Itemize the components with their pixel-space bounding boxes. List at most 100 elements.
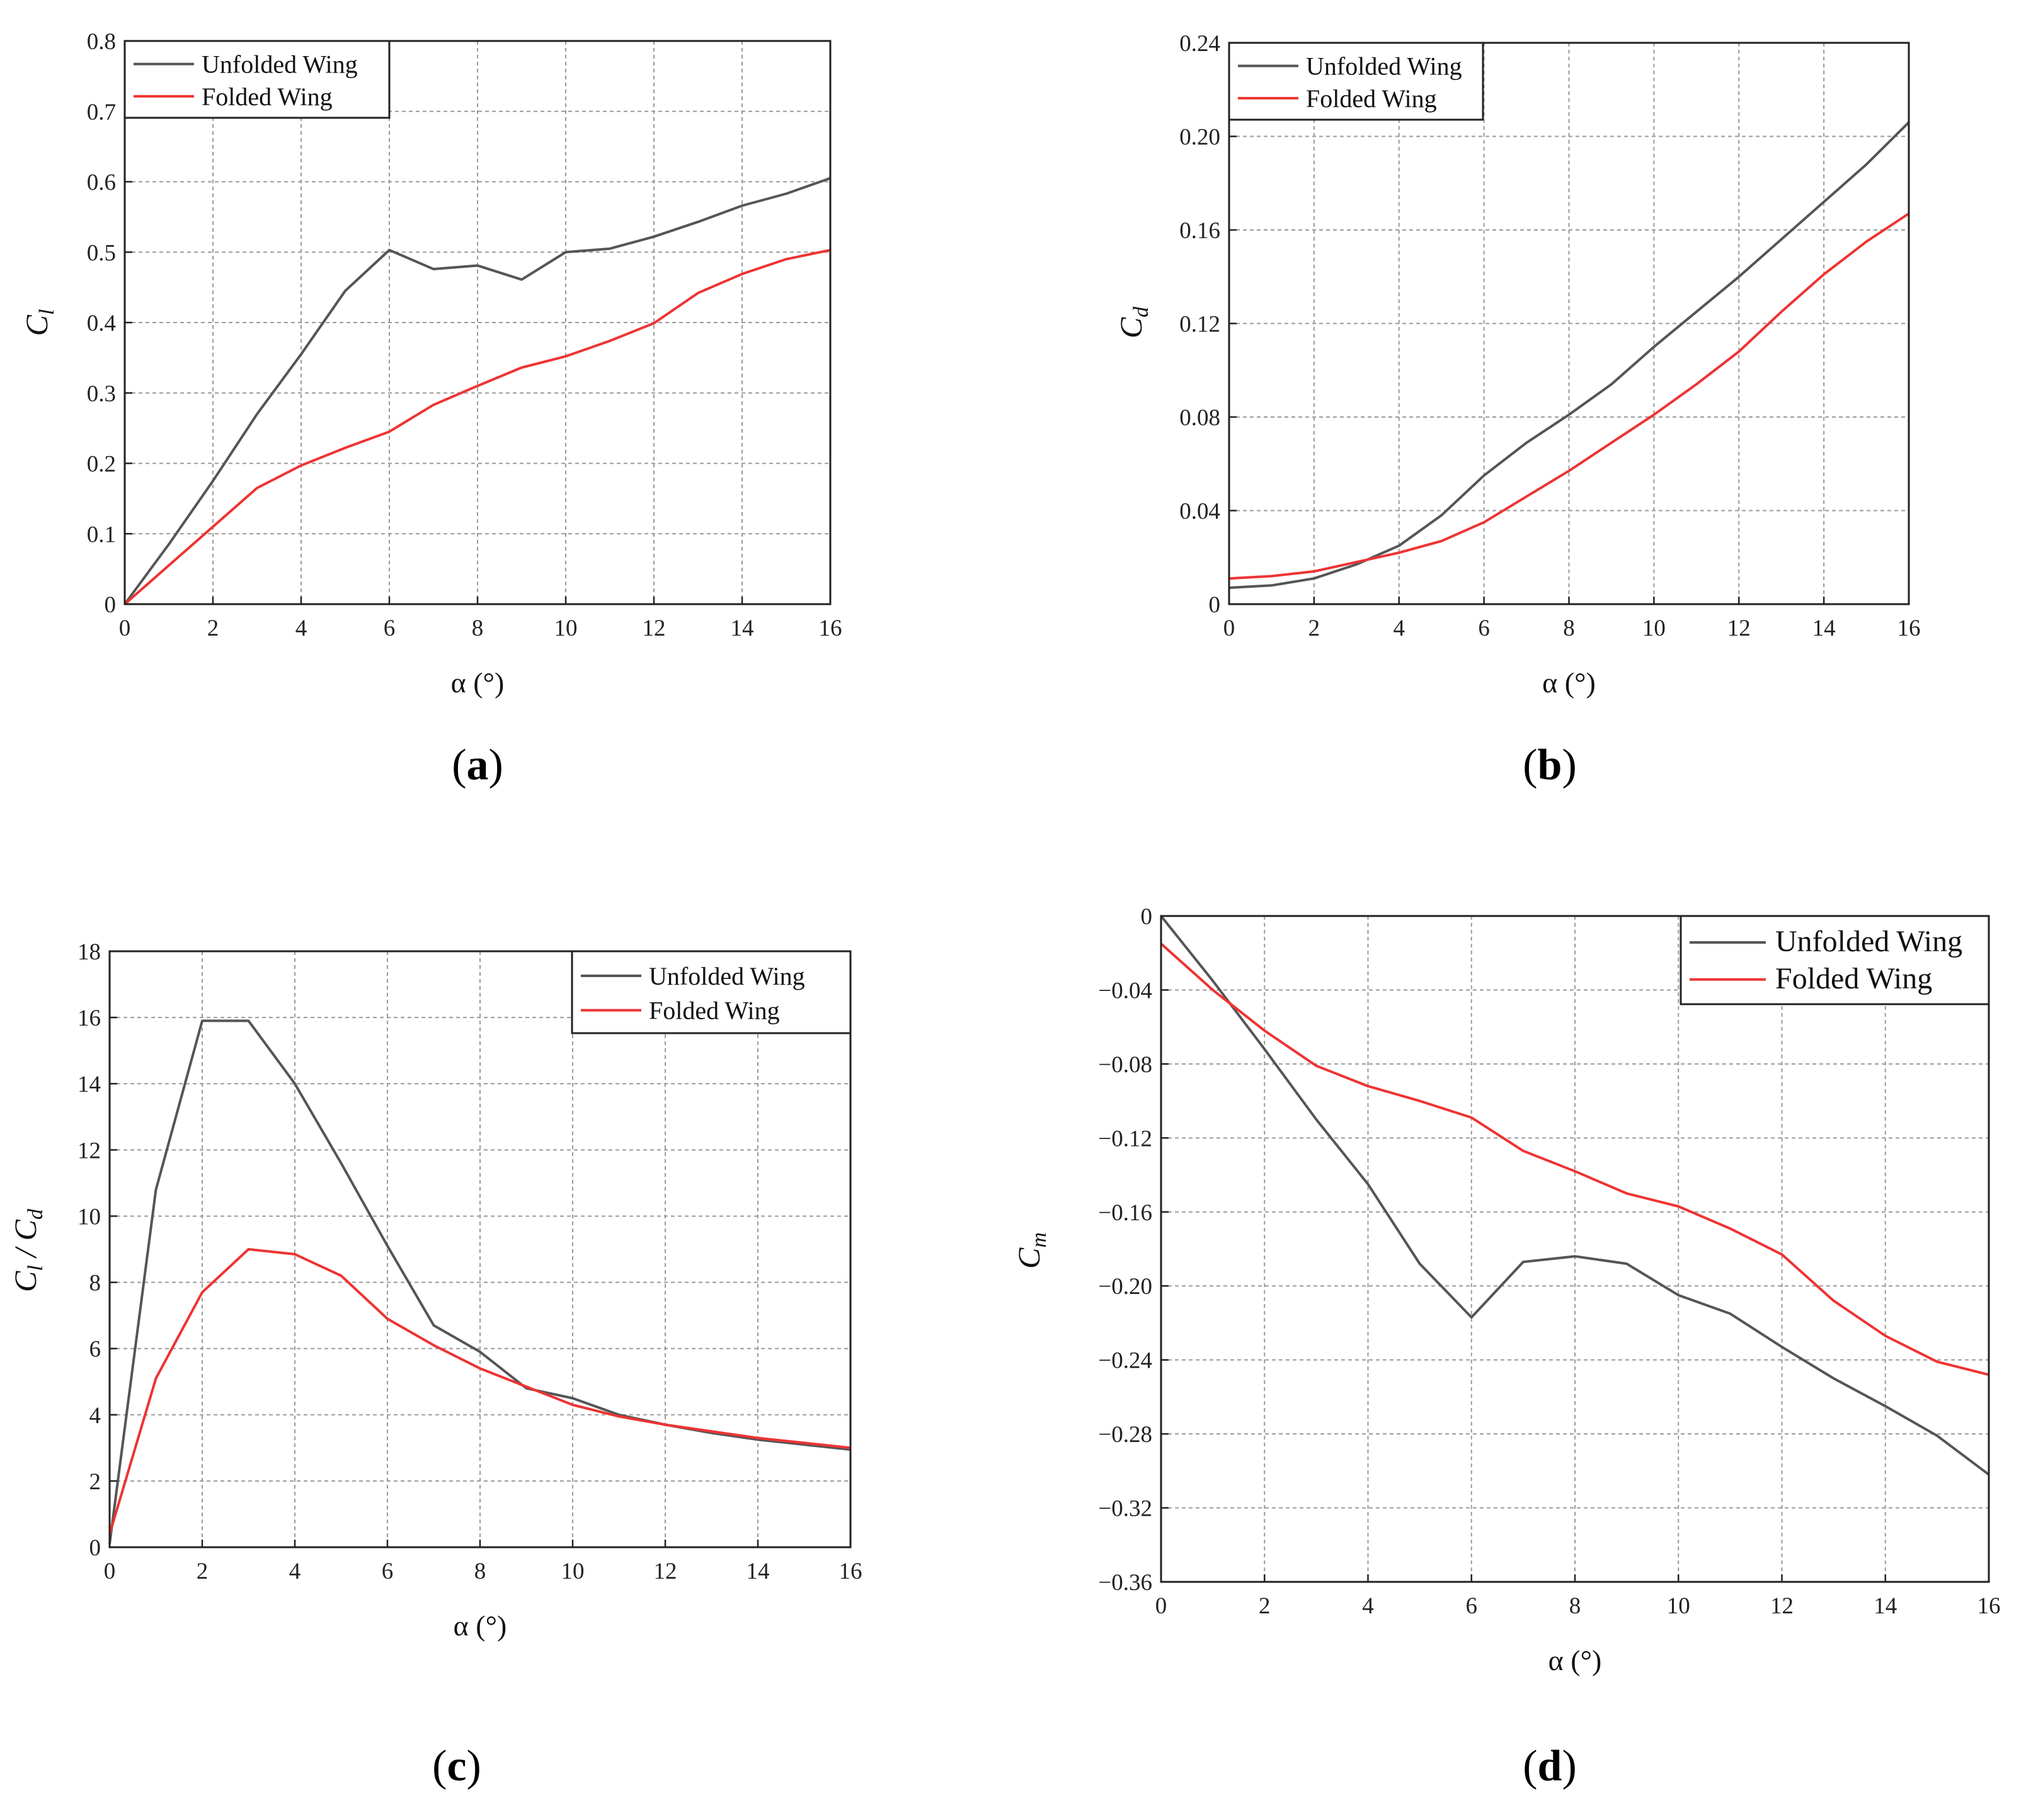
y-tick-label: −0.04 [1098, 978, 1152, 1004]
y-tick-label: −0.24 [1098, 1348, 1152, 1374]
x-axis-title-d: α (°) [1548, 1644, 1602, 1676]
panel-c: 0 2 4 6 8 10 12 14 16 0 2 4 6 8 10 12 14 16 18 Unfolded Wi… [8, 939, 862, 1790]
y-tick-label: 0.24 [1179, 31, 1220, 57]
x-tick-label: 14 [747, 1559, 770, 1584]
x-tick-label: 8 [1563, 615, 1575, 641]
panel-label-a: (a) [452, 741, 503, 789]
folded-wing-line [123, 248, 831, 605]
x-tick-label: 10 [561, 1559, 585, 1584]
x-tick-label: 4 [1394, 615, 1405, 641]
legend-label-unfolded: Unfolded Wing [1306, 52, 1462, 81]
x-tick-label: 8 [472, 615, 484, 641]
y-axis-title-d: Cm [1011, 1232, 1051, 1269]
x-tick-label: 10 [554, 615, 578, 641]
y-tick-label: −0.36 [1098, 1570, 1152, 1596]
panel-label-c: (c) [432, 1742, 481, 1790]
x-tick-label: 16 [819, 615, 842, 641]
x-tick-label: 12 [654, 1559, 677, 1584]
y-tick-label: 0.08 [1179, 405, 1220, 431]
x-tick-label: 8 [1569, 1593, 1581, 1619]
x-tick-label: 2 [1259, 1593, 1271, 1619]
y-tick-label: 0.7 [87, 100, 116, 125]
x-tick-label: 12 [1727, 615, 1751, 641]
y-tick-label: −0.28 [1098, 1422, 1152, 1448]
y-tick-label: 12 [77, 1138, 101, 1164]
legend-label-folded: Folded Wing [1306, 84, 1437, 113]
x-tick-label: 14 [731, 615, 754, 641]
y-tick-label: 16 [77, 1005, 101, 1031]
y-axis-title-b: Cd [1113, 306, 1153, 338]
folded-wing-line [1160, 942, 1989, 1376]
y-tick-label: −0.16 [1098, 1200, 1152, 1226]
y-tick-label: 14 [77, 1072, 101, 1097]
y-tick-label: 0.5 [87, 240, 116, 266]
y-axis-title-c: Cl / Cd [8, 1208, 47, 1292]
x-tick-label: 0 [1155, 1593, 1167, 1619]
x-tick-label: 0 [119, 615, 131, 641]
folded-wing-line [1228, 212, 1910, 580]
y-tick-label: −0.32 [1098, 1496, 1152, 1522]
y-tick-label: 0 [1141, 904, 1153, 930]
legend-box [123, 40, 391, 119]
y-tick-label: 6 [89, 1337, 101, 1363]
y-tick-label: 8 [89, 1271, 101, 1296]
x-tick-label: 14 [1874, 1593, 1897, 1619]
y-tick-label: 0.1 [87, 522, 116, 547]
x-tick-label: 10 [1667, 1593, 1690, 1619]
legend-label-unfolded: Unfolded Wing [1775, 925, 1962, 958]
y-tick-label: 0 [105, 592, 117, 618]
legend-label-folded: Folded Wing [649, 997, 780, 1025]
legend-box [1680, 915, 1990, 1005]
y-tick-label: 0.20 [1179, 125, 1220, 151]
y-tick-label: 18 [77, 939, 101, 965]
y-tick-label: 0.3 [87, 381, 116, 407]
y-tick-label: 0.2 [87, 452, 116, 478]
panel-d: 0 2 4 6 8 10 12 14 16 0 −0.04 −0.08 −0.12 −0.16 −0.20 −… [1011, 904, 2001, 1790]
legend-label-folded: Folded Wing [202, 83, 333, 111]
unfolded-wing-line [1228, 121, 1910, 589]
x-tick-label: 4 [1362, 1593, 1374, 1619]
y-tick-label: 0.12 [1179, 312, 1220, 338]
x-tick-label: 6 [384, 615, 396, 641]
x-tick-label: 8 [474, 1559, 486, 1584]
x-axis-title-c: α (°) [454, 1610, 507, 1642]
legend-label-folded: Folded Wing [1775, 962, 1932, 995]
y-tick-label: 4 [89, 1403, 101, 1429]
x-tick-label: 12 [1770, 1593, 1794, 1619]
x-tick-label: 16 [1897, 615, 1921, 641]
x-tick-label: 16 [1977, 1593, 2001, 1619]
y-tick-label: 0.16 [1179, 218, 1220, 244]
legend-box [1228, 42, 1484, 121]
x-tick-label: 2 [207, 615, 219, 641]
unfolded-wing-line [123, 177, 831, 605]
x-tick-label: 4 [289, 1559, 301, 1584]
folded-wing-line [108, 1248, 851, 1535]
x-tick-label: 0 [1223, 615, 1235, 641]
unfolded-wing-line [108, 1019, 851, 1544]
x-tick-label: 14 [1812, 615, 1836, 641]
x-tick-label: 10 [1642, 615, 1666, 641]
x-tick-label: 6 [1478, 615, 1490, 641]
x-tick-label: 2 [197, 1559, 209, 1584]
y-tick-label: 2 [89, 1469, 101, 1495]
y-tick-label: −0.08 [1098, 1052, 1152, 1078]
y-tick-label: 0.4 [87, 311, 116, 336]
x-tick-label: 6 [382, 1559, 394, 1584]
y-tick-label: 0.6 [87, 170, 116, 196]
x-axis-title-b: α (°) [1542, 667, 1596, 699]
x-tick-label: 6 [1466, 1593, 1478, 1619]
y-axis-title-a: Cl [19, 309, 59, 336]
x-tick-label: 0 [104, 1559, 116, 1584]
panel-label-b: (b) [1523, 741, 1577, 789]
y-tick-label: −0.12 [1098, 1126, 1152, 1152]
x-axis-title-a: α (°) [451, 667, 505, 699]
panel-label-d: (d) [1523, 1742, 1577, 1790]
legend-label-unfolded: Unfolded Wing [649, 962, 805, 990]
x-tick-label: 16 [839, 1559, 862, 1584]
y-tick-label: −0.20 [1098, 1274, 1152, 1300]
x-tick-label: 12 [643, 615, 666, 641]
y-tick-label: 0.8 [87, 29, 116, 55]
y-tick-label: 0.04 [1179, 499, 1220, 525]
x-tick-label: 4 [295, 615, 307, 641]
